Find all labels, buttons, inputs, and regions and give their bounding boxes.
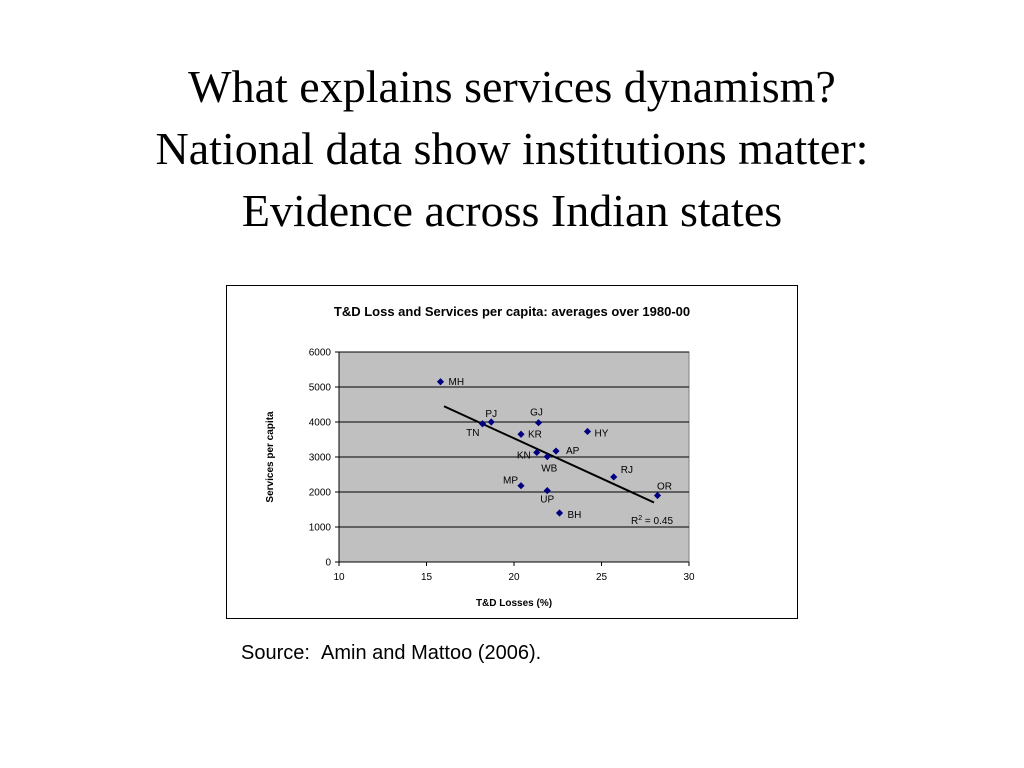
x-tick-label: 30 [683, 572, 695, 583]
point-label-or: OR [657, 482, 672, 493]
data-point-gj [534, 419, 543, 427]
data-point-or [653, 491, 662, 500]
data-point-hy [583, 427, 592, 436]
y-tick-label: 3000 [309, 453, 332, 464]
x-tick-label: 15 [421, 572, 433, 583]
title-line-3: Evidence across Indian states [241, 185, 783, 236]
chart-container: T&D Loss and Services per capita: averag… [226, 285, 798, 619]
data-point-ap [552, 447, 560, 455]
point-label-mp: MP [503, 476, 518, 487]
point-label-wb: WB [541, 464, 557, 475]
y-tick-label: 4000 [309, 418, 332, 429]
y-tick-label: 1000 [309, 523, 332, 534]
point-label-kn: KN [517, 450, 531, 461]
y-tick-label: 0 [325, 558, 331, 569]
point-label-kr: KR [528, 429, 542, 440]
point-label-tn: TN [466, 428, 479, 439]
x-tick-label: 20 [508, 572, 520, 583]
point-label-hy: HY [595, 428, 609, 439]
x-tick-label: 25 [596, 572, 608, 583]
data-point-mp [517, 482, 525, 490]
trendline [443, 405, 655, 504]
scatter-chart: T&D Loss and Services per capita: averag… [265, 304, 695, 609]
r-squared-label: R2 = 0.45 [631, 515, 673, 527]
point-label-pj: PJ [485, 409, 497, 420]
data-point-kr [517, 430, 525, 438]
y-tick-label: 5000 [309, 383, 332, 394]
title-line-1: What explains services dynamism? [188, 61, 836, 112]
x-tick-label: 10 [333, 572, 345, 583]
y-axis-title: Services per capita [265, 411, 276, 503]
title-line-2: National data show institutions matter: [155, 123, 869, 174]
point-label-rj: RJ [621, 465, 633, 476]
data-point-bh [555, 509, 564, 517]
point-label-bh: BH [568, 510, 582, 521]
y-tick-label: 6000 [309, 348, 332, 359]
data-point-mh [436, 378, 445, 386]
data-point-pj [487, 418, 495, 426]
x-axis-title: T&D Losses (%) [476, 598, 552, 609]
point-label-ap: AP [566, 446, 580, 457]
data-point-tn [478, 420, 487, 428]
y-tick-label: 2000 [309, 488, 332, 499]
axes: 0 1000 2000 3000 4000 5000 6000 10 15 20 25 30 [309, 348, 695, 584]
point-label-up: UP [540, 495, 554, 506]
source-note: Source: Amin and Mattoo (2006). [241, 642, 542, 664]
chart-title: T&D Loss and Services per capita: averag… [334, 304, 690, 319]
data-point-rj [610, 473, 618, 481]
data-point-kn [533, 448, 541, 457]
slide-title: What explains services dynamism? Nationa… [0, 56, 1024, 242]
point-label-gj: GJ [530, 408, 543, 419]
point-label-mh: MH [449, 377, 465, 388]
